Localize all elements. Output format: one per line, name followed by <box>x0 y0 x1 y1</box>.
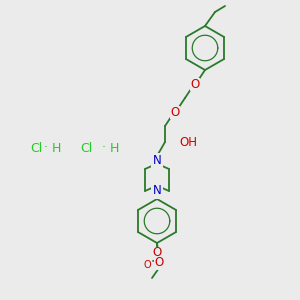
Text: ·: · <box>44 142 48 154</box>
Text: O: O <box>143 260 151 270</box>
Text: O: O <box>152 247 162 260</box>
Text: H: H <box>52 142 62 154</box>
Text: O: O <box>154 256 164 269</box>
Text: N: N <box>153 154 161 167</box>
Text: Cl: Cl <box>80 142 92 154</box>
Text: ·: · <box>102 142 106 154</box>
Text: O: O <box>190 77 200 91</box>
Text: N: N <box>153 184 161 197</box>
Text: H: H <box>110 142 119 154</box>
Text: O: O <box>170 106 180 118</box>
Text: Cl: Cl <box>30 142 42 154</box>
Text: OH: OH <box>179 136 197 148</box>
